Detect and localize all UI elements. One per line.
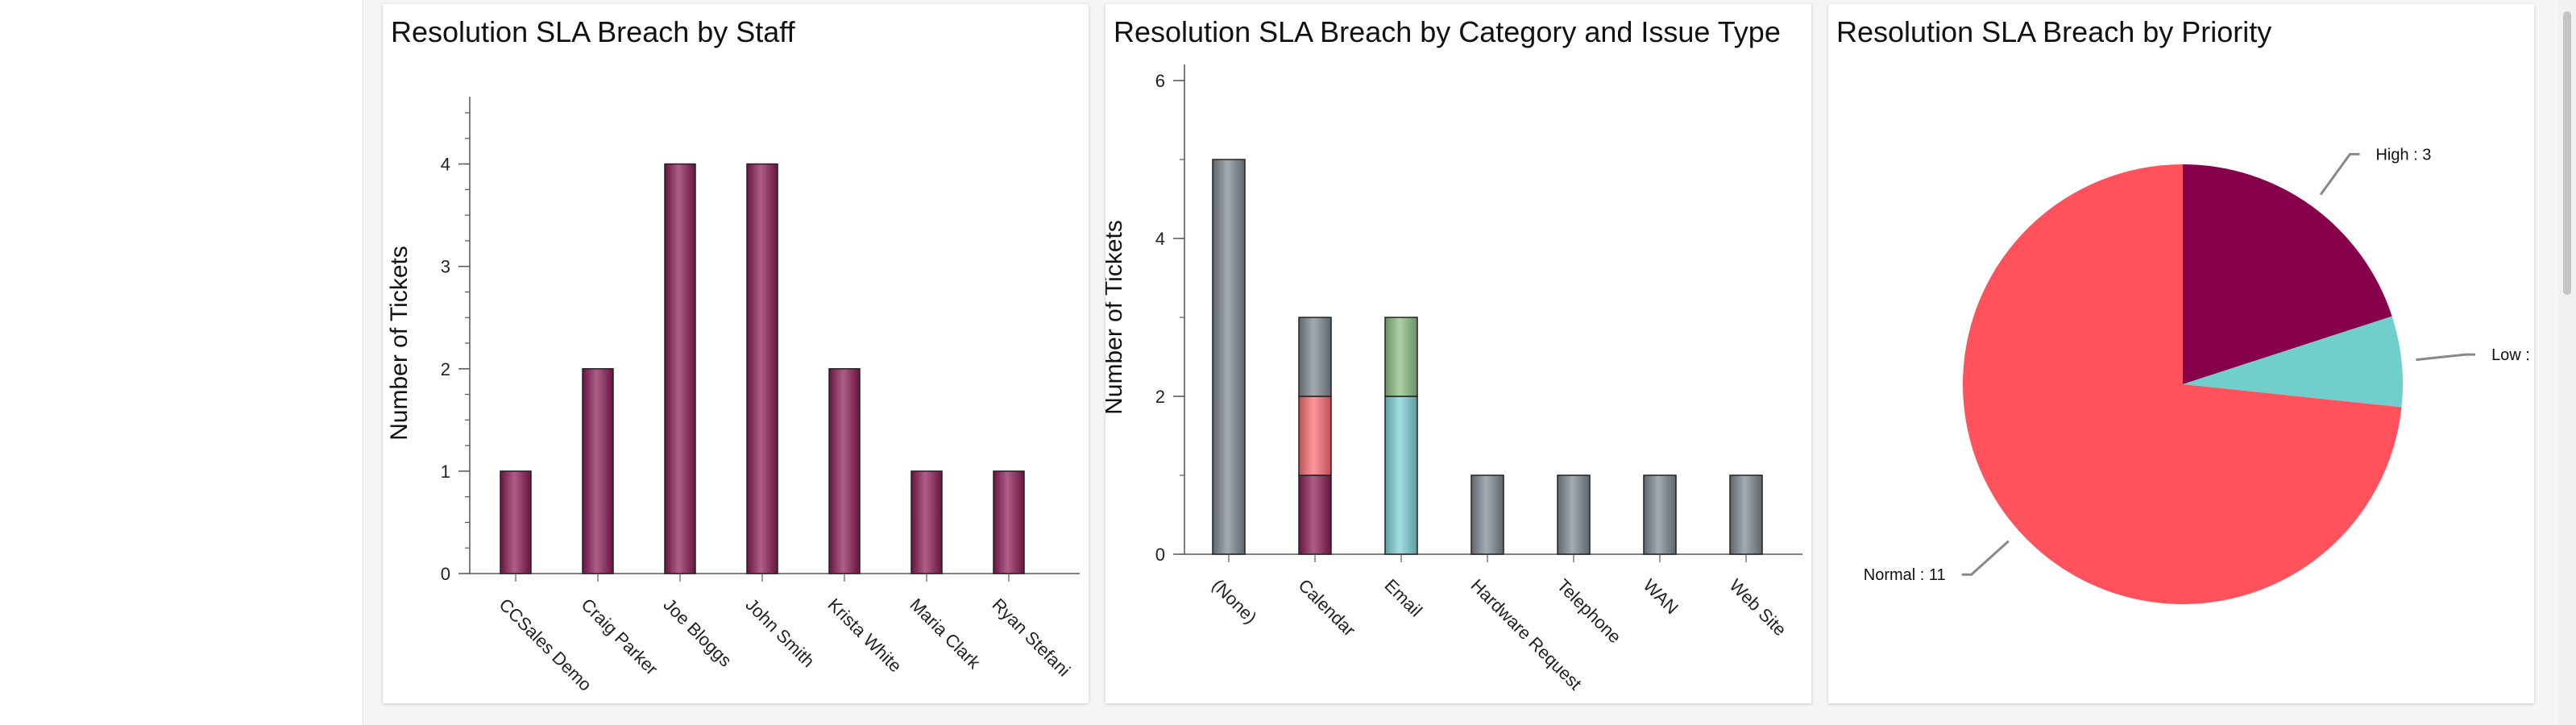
chart-panel-category: Resolution SLA Breach by Category and Is…	[1105, 4, 1811, 703]
y-tick-label: 0	[1155, 545, 1165, 565]
pie-label: High : 3	[2375, 146, 2431, 164]
bar	[582, 368, 614, 574]
chart-priority-svg: High : 3 Low : 1 Normal : 11	[1864, 146, 2534, 605]
x-tick-label: John Smith	[741, 594, 819, 672]
x-tick-label: Joe Bloggs	[659, 594, 736, 671]
bar	[500, 470, 532, 574]
x-tick-label: Krista White	[823, 594, 906, 677]
x-tick-label: Ryan Stefani	[988, 594, 1074, 681]
bar-segment	[1471, 474, 1504, 555]
y-axis-title: Number of Tickets	[1105, 220, 1127, 415]
bar	[911, 470, 943, 574]
x-tick-label: Telephone	[1553, 575, 1624, 647]
chart-category-svg: 0 2 4 6 Number of Tickets (None) Calendar Email…	[1105, 64, 1802, 694]
pie-label: Low : 1	[2491, 346, 2534, 364]
bar-segment	[1384, 396, 1418, 555]
bar	[828, 368, 861, 574]
chart-panel-staff: Resolution SLA Breach by Staff 0 1 2 3 4 Numb…	[383, 4, 1089, 703]
vertical-scrollbar[interactable]	[2558, 0, 2576, 725]
bar-segment	[1298, 474, 1332, 555]
x-tick-label: WAN	[1639, 575, 1682, 618]
chart-title-category: Resolution SLA Breach by Category and Is…	[1114, 15, 1781, 48]
chart-panel-priority: Resolution SLA Breach by Priority High :…	[1828, 4, 2534, 703]
chart-title-staff: Resolution SLA Breach by Staff	[391, 15, 795, 48]
left-pane	[0, 0, 363, 725]
pie-slice	[2183, 316, 2403, 408]
bar-segment	[1298, 396, 1332, 476]
x-tick-label: Craig Parker	[577, 594, 662, 679]
x-tick-label: Calendar	[1294, 575, 1359, 640]
chart-title-priority: Resolution SLA Breach by Priority	[1836, 15, 2272, 48]
x-tick-label: Email	[1380, 575, 1426, 621]
y-tick-label: 1	[441, 462, 450, 482]
bar	[664, 163, 696, 574]
pie-leader-line	[2319, 152, 2360, 196]
pie-leader-line	[1961, 540, 2010, 576]
y-tick-label: 4	[1155, 229, 1165, 249]
y-tick-label: 6	[1155, 71, 1165, 91]
pie-slice	[2183, 164, 2392, 384]
pie-label: Normal : 11	[1864, 566, 1946, 584]
bar-segment	[1212, 159, 1246, 555]
y-tick-label: 2	[1155, 387, 1165, 407]
y-tick-label: 2	[441, 359, 450, 379]
bar	[993, 470, 1025, 574]
x-tick-label: Web Site	[1725, 575, 1790, 640]
bar-segment	[1298, 317, 1332, 397]
y-tick-label: 4	[441, 155, 450, 175]
bar	[746, 163, 778, 574]
x-tick-label: (None)	[1208, 575, 1260, 628]
pie-slice	[1963, 164, 2402, 605]
x-tick-label: Maria Clark	[906, 594, 985, 673]
y-tick-label: 3	[441, 257, 450, 277]
scrollbar-thumb[interactable]	[2563, 11, 2571, 295]
y-axis-title: Number of Tickets	[386, 246, 413, 441]
y-tick-label: 0	[441, 564, 450, 584]
pie-leader-line	[2416, 353, 2476, 362]
bar-segment	[1557, 474, 1591, 555]
bar-segment	[1643, 474, 1677, 555]
bar-segment	[1384, 317, 1418, 397]
bar-segment	[1729, 474, 1763, 555]
